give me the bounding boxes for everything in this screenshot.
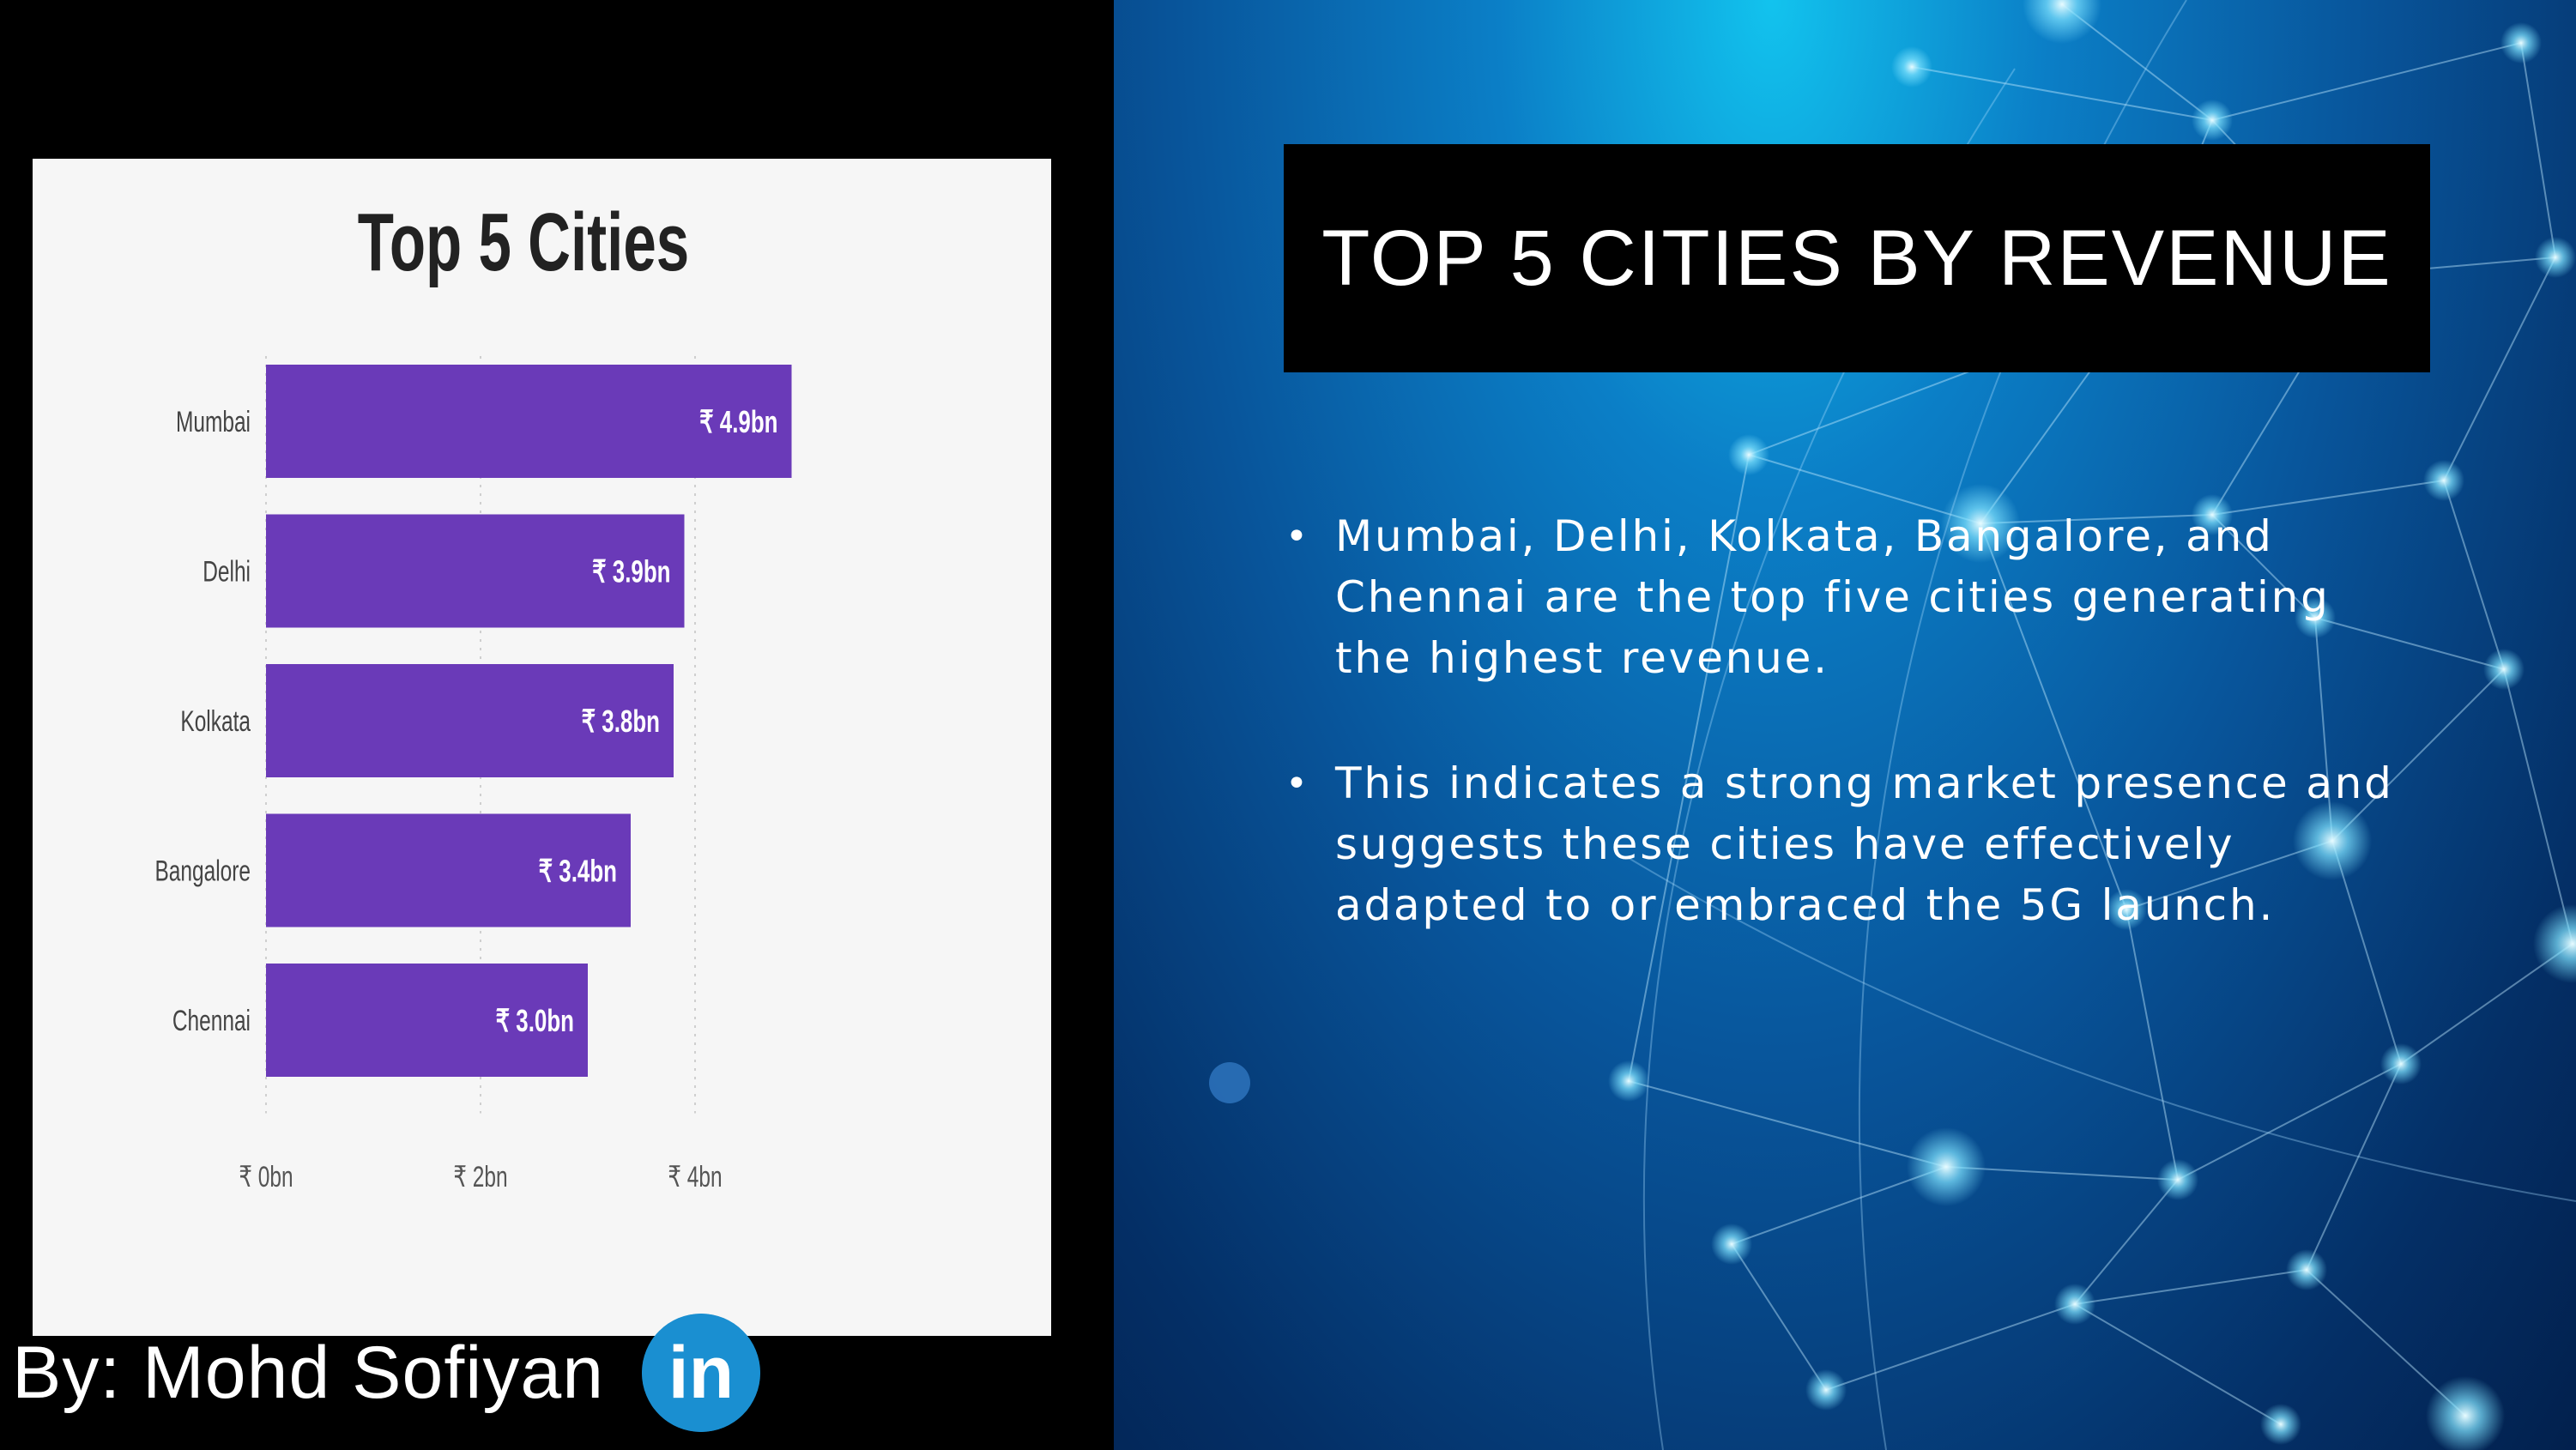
network-node bbox=[2295, 597, 2336, 638]
network-link bbox=[2306, 1063, 2402, 1271]
network-link bbox=[1628, 1080, 1947, 1168]
author-name: By: Mohd Sofiyan bbox=[12, 1331, 605, 1414]
network-link bbox=[2443, 480, 2505, 670]
network-link bbox=[2211, 514, 2316, 619]
network-link bbox=[2520, 42, 2556, 258]
linkedin-icon[interactable]: in bbox=[642, 1314, 761, 1432]
bullet-item: • This indicates a strong market presenc… bbox=[1285, 753, 2401, 936]
network-link bbox=[2331, 668, 2505, 842]
author-credit: By: Mohd Sofiyan in bbox=[12, 1314, 761, 1432]
bar-chart: Top 5 Cities Mumbai ₹ 4.9bn Delhi ₹ 3.9bn Kol… bbox=[154, 196, 792, 1193]
network-node bbox=[2293, 801, 2372, 880]
network-node bbox=[2192, 494, 2233, 535]
bullet-text: Mumbai, Delhi, Kolkata, Bangalore, and C… bbox=[1335, 511, 2331, 683]
x-tick-label: ₹ 0bn bbox=[239, 1161, 293, 1193]
data-label: ₹ 4.9bn bbox=[699, 405, 777, 439]
network-link bbox=[1911, 66, 2213, 121]
bullet-item: • Mumbai, Delhi, Kolkata, Bangalore, and… bbox=[1285, 506, 2401, 689]
network-globe-background bbox=[1209, 0, 2576, 1450]
network-link bbox=[2074, 1269, 2307, 1305]
network-link bbox=[1731, 1243, 1827, 1391]
chart-title: Top 5 Cities bbox=[358, 196, 690, 288]
slide-title: TOP 5 CITIES BY REVENUE bbox=[1321, 214, 2392, 302]
network-node bbox=[2286, 1249, 2327, 1290]
right-panel: TOP 5 CITIES BY REVENUE • Mumbai, Delhi,… bbox=[1114, 0, 2576, 1450]
bullet-text: This indicates a strong market presence … bbox=[1335, 758, 2394, 930]
x-tick-label: ₹ 4bn bbox=[668, 1161, 722, 1193]
network-node bbox=[2157, 1159, 2198, 1200]
network-node bbox=[1805, 1369, 1847, 1411]
network-node bbox=[2533, 904, 2576, 983]
network-node bbox=[2106, 889, 2147, 930]
network-link bbox=[2211, 480, 2445, 516]
bullet-list: • Mumbai, Delhi, Kolkata, Bangalore, and… bbox=[1285, 506, 2401, 1000]
network-node bbox=[2426, 1376, 2505, 1450]
decor-dot bbox=[1209, 1062, 1250, 1103]
category-label: Mumbai bbox=[176, 406, 251, 438]
category-label: Bangalore bbox=[154, 855, 251, 888]
network-link bbox=[2074, 1303, 2282, 1425]
network-link bbox=[1980, 523, 2127, 910]
bullet-symbol: • bbox=[1285, 762, 1310, 806]
data-label: ₹ 3.0bn bbox=[496, 1004, 574, 1038]
network-link bbox=[1825, 1303, 2076, 1391]
left-panel: Top 5 Cities Mumbai ₹ 4.9bn Delhi ₹ 3.9bn Kol… bbox=[0, 0, 1114, 1450]
network-link bbox=[2503, 668, 2573, 945]
network-node bbox=[2054, 1284, 2095, 1325]
network-link bbox=[2074, 1179, 2179, 1305]
network-link bbox=[1628, 454, 1750, 1082]
x-tick-label: ₹ 2bn bbox=[453, 1161, 507, 1193]
network-node bbox=[2483, 649, 2525, 690]
category-label: Chennai bbox=[172, 1005, 251, 1037]
data-label: ₹ 3.8bn bbox=[582, 704, 660, 739]
network-link bbox=[2177, 1063, 2402, 1181]
bar bbox=[266, 514, 685, 628]
network-node bbox=[2500, 22, 2542, 63]
network-link bbox=[2314, 617, 2505, 670]
globe-meridian bbox=[1628, 857, 2576, 1202]
network-node bbox=[2192, 100, 2233, 141]
category-label: Kolkata bbox=[180, 705, 251, 738]
network-link bbox=[2211, 42, 2522, 121]
network-node bbox=[1907, 1127, 1986, 1206]
network-link bbox=[1748, 454, 1981, 524]
network-node bbox=[2380, 1043, 2422, 1084]
slide-title-box: TOP 5 CITIES BY REVENUE bbox=[1284, 144, 2430, 372]
network-node bbox=[1728, 434, 1769, 475]
network-node bbox=[2423, 460, 2464, 501]
data-label: ₹ 3.9bn bbox=[592, 554, 670, 589]
network-node bbox=[1941, 484, 2020, 563]
chart-card: Top 5 Cities Mumbai ₹ 4.9bn Delhi ₹ 3.9bn Kol… bbox=[33, 159, 1051, 1336]
network-node bbox=[1891, 46, 1932, 88]
network-node bbox=[2260, 1404, 2301, 1445]
bar bbox=[266, 964, 588, 1077]
bullet-symbol: • bbox=[1285, 515, 1310, 559]
bar bbox=[266, 813, 631, 927]
category-label: Delhi bbox=[203, 556, 251, 589]
network-link bbox=[2126, 909, 2179, 1181]
network-node bbox=[2023, 0, 2101, 44]
bar bbox=[266, 365, 792, 478]
network-link bbox=[2443, 257, 2556, 481]
data-label: ₹ 3.4bn bbox=[539, 854, 617, 888]
bar bbox=[266, 664, 674, 777]
network-node bbox=[1711, 1223, 1752, 1265]
network-node bbox=[1608, 1060, 1649, 1102]
network-node bbox=[2535, 237, 2576, 278]
linkedin-logo-text: in bbox=[668, 1332, 734, 1414]
